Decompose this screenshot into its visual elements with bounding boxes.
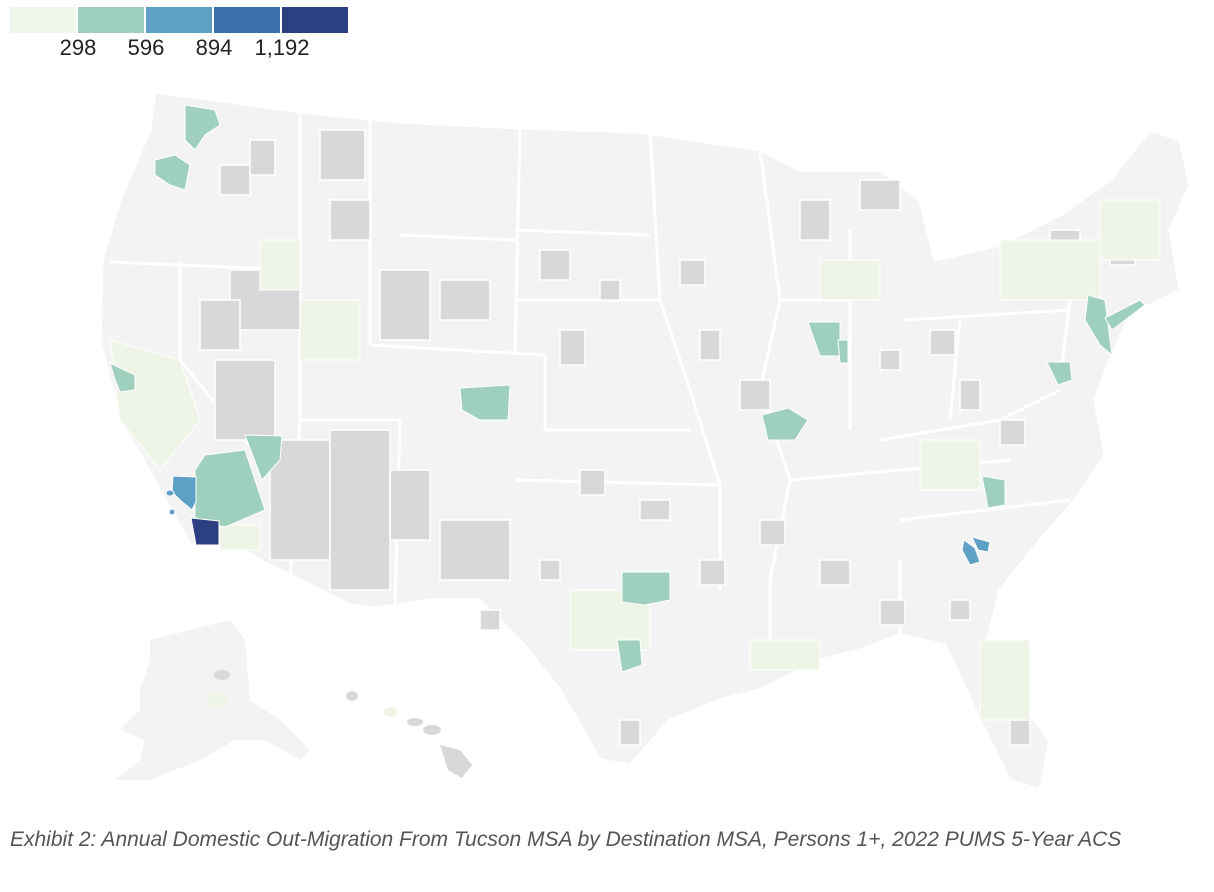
- msa-denver: [459, 384, 511, 421]
- legend-tick: 596: [127, 35, 165, 60]
- msa-san-diego: [190, 517, 220, 546]
- msa-portland: [154, 154, 191, 191]
- msa-washington: [1046, 361, 1073, 386]
- msa-las-vegas: [244, 434, 283, 481]
- msa-dallas: [621, 571, 671, 606]
- bin2-msas: [109, 104, 1146, 673]
- legend-tick: 1,192: [254, 35, 310, 60]
- msa-augusta: [961, 539, 981, 566]
- msa-san-francisco: [109, 362, 136, 393]
- legend-swatch-3: [146, 7, 212, 33]
- msa-augusta-2: [971, 536, 991, 553]
- msa-st-louis: [761, 407, 809, 441]
- alaska-hawaii-inset: [115, 620, 472, 780]
- legend-swatch-5: [282, 7, 348, 33]
- msa-chicago-2: [837, 339, 849, 364]
- color-legend: 298 596 894 1,192: [10, 7, 350, 65]
- us-msa-choropleth-map: [98, 90, 1192, 792]
- msa-seattle: [184, 104, 221, 151]
- legend-swatch-4: [214, 7, 280, 33]
- legend-swatch-1: [10, 7, 76, 33]
- msa-austin: [616, 639, 643, 673]
- legend-swatch-2: [78, 7, 144, 33]
- bin3-msas: [165, 475, 991, 566]
- msa-riverside: [194, 449, 266, 528]
- legend-tick: 894: [195, 35, 233, 60]
- msa-new-york: [1084, 294, 1113, 357]
- bin5-msas: [190, 517, 220, 546]
- msa-new-york-2: [1104, 299, 1146, 331]
- figure-caption: Exhibit 2: Annual Domestic Out-Migration…: [10, 828, 1122, 851]
- msa-charlotte: [981, 475, 1006, 509]
- legend-tick: 298: [59, 35, 97, 60]
